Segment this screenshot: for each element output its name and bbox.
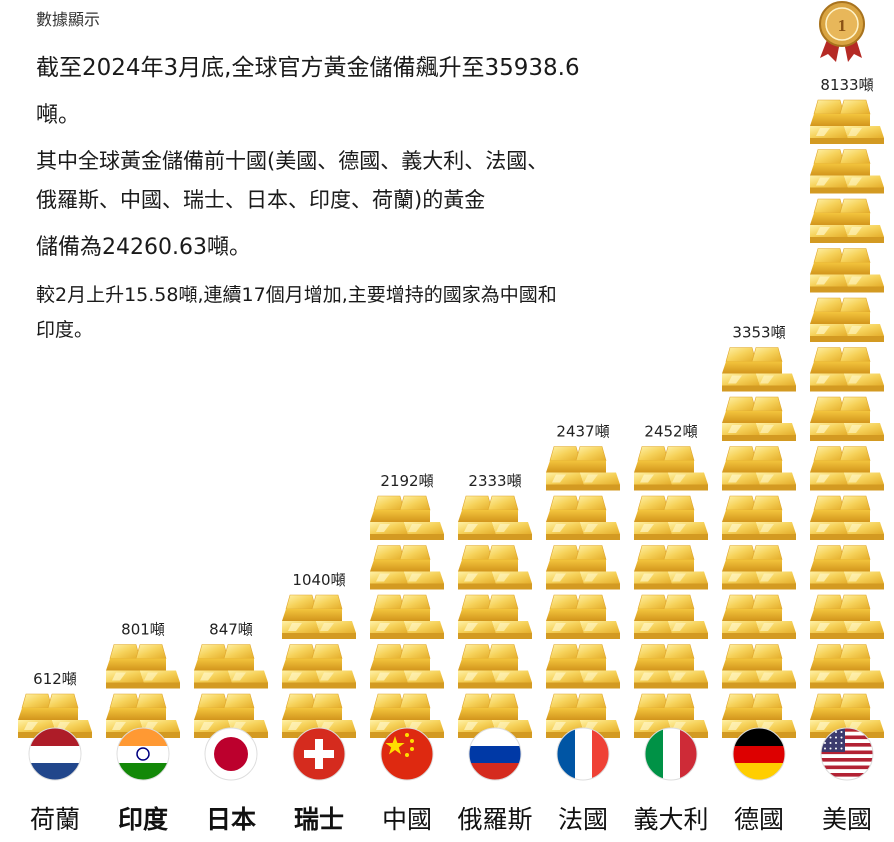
gold-bar-icon xyxy=(809,347,885,392)
body-line-2: 俄羅斯、中國、瑞士、日本、印度、荷蘭)的黃金 xyxy=(36,188,486,212)
value-label: 847噸 xyxy=(209,621,253,639)
switzerland-flag xyxy=(292,727,346,781)
gold-bar-stack xyxy=(105,644,181,739)
gold-bar-icon xyxy=(809,545,885,590)
gold-bar-icon xyxy=(721,594,797,640)
netherlands-flag xyxy=(28,727,82,781)
gold-bar-icon xyxy=(809,248,885,293)
gold-bar-icon xyxy=(281,644,357,689)
value-label: 612噸 xyxy=(33,670,77,688)
gold-bar-icon xyxy=(809,396,885,442)
gold-bar-icon xyxy=(633,446,709,491)
russia-flag xyxy=(468,727,522,781)
india-flag xyxy=(116,727,170,781)
svg-text:1: 1 xyxy=(838,16,847,35)
body-line-5: 印度。 xyxy=(36,319,94,341)
gold-bar-icon xyxy=(721,396,797,442)
gold-bar-icon xyxy=(193,644,269,689)
gold-bar-icon xyxy=(457,545,533,590)
gold-bar-icon xyxy=(545,495,621,541)
gold-bar-icon xyxy=(545,594,621,640)
country-name: 荷蘭 xyxy=(30,805,80,834)
gold-bar-stack xyxy=(633,446,709,739)
gold-bar-icon xyxy=(721,347,797,392)
gold-bar-icon xyxy=(545,545,621,590)
gold-bar-icon xyxy=(809,644,885,689)
value-label: 801噸 xyxy=(121,621,165,639)
italy-flag xyxy=(644,727,698,781)
china-flag xyxy=(380,727,434,781)
country-name: 俄羅斯 xyxy=(457,805,532,834)
gold-bar-stack xyxy=(721,347,797,739)
gold-bar-stack xyxy=(809,99,885,739)
gold-bar-icon xyxy=(369,495,445,541)
gold-bar-icon xyxy=(809,594,885,640)
gold-bar-stack xyxy=(545,446,621,739)
data-display-label: 數據顯示 xyxy=(36,10,101,29)
japan-flag xyxy=(204,727,258,781)
gold-bar-icon xyxy=(545,446,621,491)
gold-bar-icon xyxy=(721,644,797,689)
value-label: 2452噸 xyxy=(644,423,697,441)
headline-line-2: 噸。 xyxy=(36,103,81,128)
gold-bar-stack xyxy=(281,594,357,739)
gold-bar-icon xyxy=(457,594,533,640)
gold-bar-icon xyxy=(633,594,709,640)
gold-bar-icon xyxy=(281,594,357,640)
gold-bar-icon xyxy=(369,594,445,640)
country-name: 印度 xyxy=(118,805,168,834)
france-flag xyxy=(556,727,610,781)
body-line-3: 儲備為24260.63噸。 xyxy=(36,235,251,260)
gold-bar-icon xyxy=(457,495,533,541)
gold-bar-icon xyxy=(809,446,885,491)
gold-bar-icon xyxy=(809,149,885,194)
gold-bar-icon xyxy=(369,644,445,689)
gold-bar-icon xyxy=(809,198,885,244)
usa-flag xyxy=(820,727,874,781)
gold-bar-stack xyxy=(369,495,445,739)
gold-bar-icon xyxy=(633,644,709,689)
gold-bar-stack xyxy=(457,495,533,739)
gold-bar-icon xyxy=(369,545,445,590)
value-label: 8133噸 xyxy=(820,76,873,94)
gold-bar-icon xyxy=(457,644,533,689)
country-name: 瑞士 xyxy=(294,805,344,834)
gold-bar-icon xyxy=(721,446,797,491)
country-name: 義大利 xyxy=(633,805,708,834)
country-name: 德國 xyxy=(734,805,784,834)
value-label: 1040噸 xyxy=(292,571,345,589)
gold-bar-icon xyxy=(809,297,885,343)
value-label: 2192噸 xyxy=(380,472,433,490)
value-label: 2333噸 xyxy=(468,472,521,490)
country-name: 日本 xyxy=(206,805,256,834)
country-name: 中國 xyxy=(382,805,432,834)
headline-line-1: 截至2024年3月底,全球官方黃金儲備飆升至35938.6 xyxy=(36,55,580,81)
gold-bar-icon xyxy=(633,545,709,590)
gold-bar-stack xyxy=(193,644,269,739)
country-name: 美國 xyxy=(822,805,872,834)
gold-bar-icon xyxy=(105,644,181,689)
gold-bar-icon xyxy=(721,495,797,541)
value-label: 3353噸 xyxy=(732,324,785,342)
country-name: 法國 xyxy=(558,805,608,834)
gold-bar-icon xyxy=(545,644,621,689)
gold-bar-icon xyxy=(633,495,709,541)
gold-bar-icon xyxy=(809,495,885,541)
gold-bar-icon xyxy=(721,545,797,590)
germany-flag xyxy=(732,727,786,781)
value-label: 2437噸 xyxy=(556,423,609,441)
award-medal-icon: 1 xyxy=(819,1,865,62)
gold-bar-icon xyxy=(809,99,885,145)
body-line-1: 其中全球黃金儲備前十國(美國、德國、義大利、法國、 xyxy=(36,149,549,173)
body-line-4: 較2月上升15.58噸,連續17個月增加,主要增持的國家為中國和 xyxy=(36,284,557,306)
